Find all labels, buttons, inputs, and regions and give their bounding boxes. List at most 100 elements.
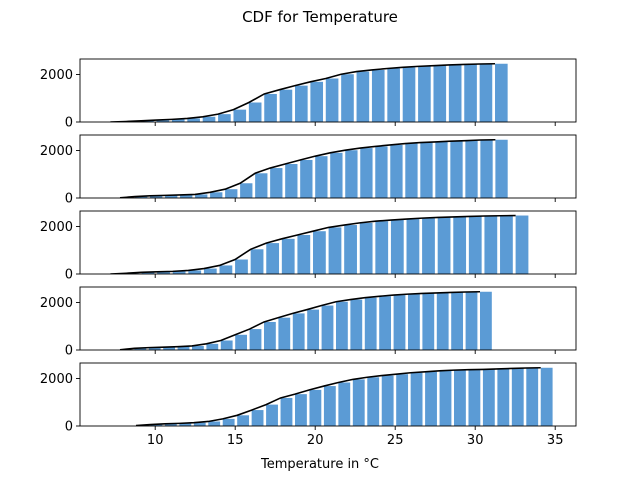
bar [468,369,481,426]
bar [390,220,404,274]
bar [464,64,477,122]
panel-frame [79,58,577,123]
x-tick-label: 25 [387,433,404,448]
bar [141,272,155,274]
panel-plot-area [119,290,492,350]
bar [379,296,392,350]
panel-1: 0 2000 [40,58,577,131]
chart-title: CDF for Temperature [242,8,398,26]
bar [208,421,221,426]
bar [278,317,291,350]
bar [235,259,248,274]
bar [188,270,202,274]
bar [237,415,250,426]
cdf-line [110,214,516,274]
bar [281,238,295,274]
bar [195,194,208,198]
bar [482,369,495,426]
panel-frame [79,286,577,351]
bar [436,292,449,350]
bar [435,141,448,198]
bar [422,218,435,274]
bar [193,422,206,426]
bar [406,219,420,274]
bar [165,195,178,198]
bar [310,81,324,122]
bar [210,192,223,198]
bar [163,347,176,350]
panel-4: 0 2000 [40,286,577,359]
bar [150,195,163,198]
bar [338,382,351,426]
y-tick-label: 2000 [40,296,73,311]
bar [248,102,262,122]
bar [192,345,204,350]
x-tick-label: 35 [547,433,564,448]
bar [448,64,462,122]
bar [251,410,264,426]
bar [405,143,418,198]
bar [135,196,148,198]
bar [344,225,357,274]
bar [250,249,264,274]
bar [336,301,348,350]
bar [390,144,403,198]
y-tick-label: 0 [65,344,73,359]
bar [264,321,276,350]
y-tick-label: 0 [65,420,73,435]
panel-5: 0 2000 10 15 20 25 30 35 [40,362,577,448]
bar [313,231,326,274]
bar [255,173,268,198]
cdf-line [119,138,496,198]
bar [396,374,409,426]
bar [202,116,216,122]
bar [495,139,508,198]
bar [150,424,163,426]
bar [540,367,553,426]
bar [360,148,373,198]
bar [292,313,305,350]
bar [420,142,433,198]
panel-plot-area [110,62,508,122]
bar [225,189,238,198]
y-tick-label: 2000 [40,220,73,235]
bar [309,389,322,426]
bar [134,348,147,350]
bar [315,156,328,198]
bar [307,309,320,350]
bar [156,120,170,122]
bar [480,291,492,350]
chart-panels: 0 2000 0 2000 0 2000 0 2000 0 2000 10 15 20 25 30 35 [40,58,577,448]
bar [454,370,466,426]
bar [375,146,388,198]
bar [171,119,185,122]
bar [264,93,277,122]
panel-3: 0 2000 [40,210,577,283]
bar [300,159,313,198]
bar [495,63,508,122]
bar [249,329,262,350]
bar [433,65,447,122]
bar [157,271,170,274]
x-tick-label: 15 [227,433,244,448]
panel-plot-area [110,214,529,274]
bar [511,368,524,426]
cdf-line [135,366,541,426]
bar [468,216,482,274]
bar [408,294,420,350]
bar [179,423,192,426]
bar [222,418,235,426]
bar [345,150,358,198]
bar [381,375,394,426]
bar [203,268,217,274]
bar [323,386,336,426]
bar [480,139,493,198]
bar [295,394,307,426]
bar [439,370,452,426]
bar [266,243,280,274]
bar [219,265,233,274]
panel-2: 0 2000 [40,134,577,207]
bar [148,347,161,350]
panel-frame [79,134,577,199]
bar [233,109,247,122]
